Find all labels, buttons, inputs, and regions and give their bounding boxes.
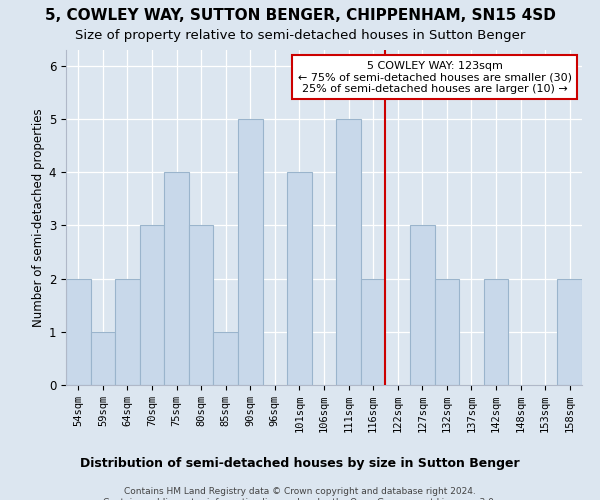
Bar xyxy=(115,278,140,385)
Bar xyxy=(336,119,361,385)
Bar xyxy=(66,278,91,385)
Bar xyxy=(484,278,508,385)
Text: Distribution of semi-detached houses by size in Sutton Benger: Distribution of semi-detached houses by … xyxy=(80,458,520,470)
Text: Size of property relative to semi-detached houses in Sutton Benger: Size of property relative to semi-detach… xyxy=(75,29,525,42)
Bar xyxy=(238,119,263,385)
Bar xyxy=(557,278,582,385)
Bar xyxy=(214,332,238,385)
Bar xyxy=(140,226,164,385)
Bar xyxy=(91,332,115,385)
Bar xyxy=(287,172,312,385)
Bar xyxy=(361,278,385,385)
Text: Contains HM Land Registry data © Crown copyright and database right 2024.
Contai: Contains HM Land Registry data © Crown c… xyxy=(103,488,497,500)
Text: 5, COWLEY WAY, SUTTON BENGER, CHIPPENHAM, SN15 4SD: 5, COWLEY WAY, SUTTON BENGER, CHIPPENHAM… xyxy=(44,8,556,22)
Text: 5 COWLEY WAY: 123sqm
← 75% of semi-detached houses are smaller (30)
25% of semi-: 5 COWLEY WAY: 123sqm ← 75% of semi-detac… xyxy=(298,60,572,94)
Bar xyxy=(189,226,214,385)
Y-axis label: Number of semi-detached properties: Number of semi-detached properties xyxy=(32,108,44,327)
Bar xyxy=(164,172,189,385)
Bar xyxy=(410,226,434,385)
Bar xyxy=(434,278,459,385)
